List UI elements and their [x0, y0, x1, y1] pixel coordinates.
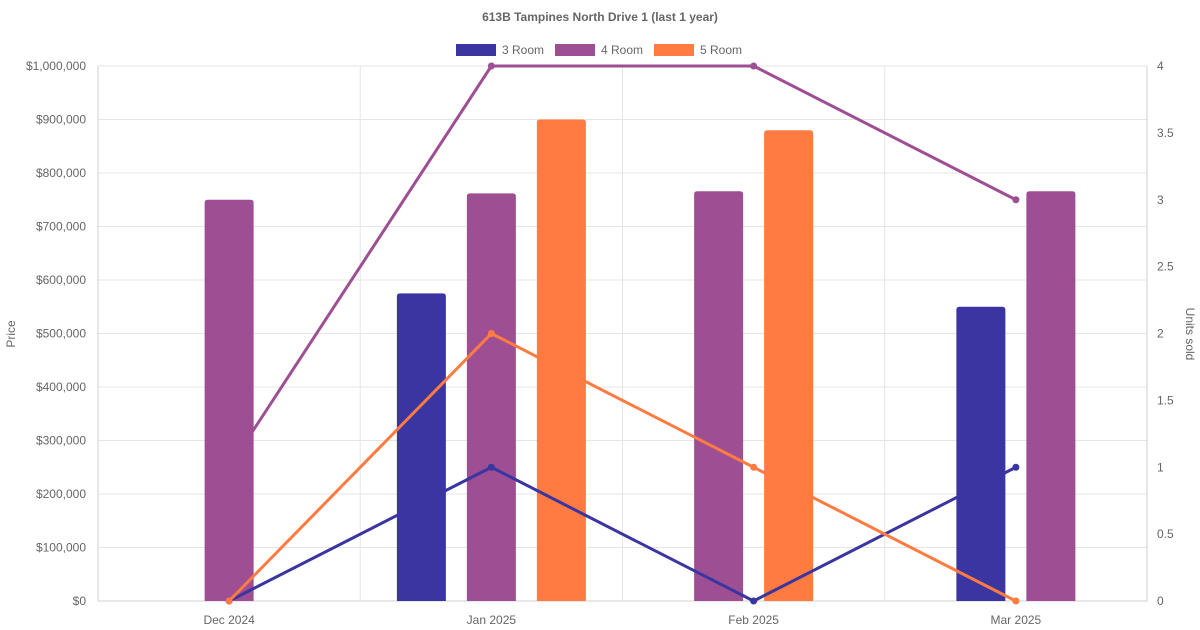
point-3-room-jan-2025[interactable] — [487, 463, 495, 471]
y-left-tick-label: $100,000 — [36, 541, 86, 555]
y-left-tick-label: $800,000 — [36, 166, 86, 180]
y-right-tick-label: 3.5 — [1157, 126, 1174, 140]
y-left-tick-label: $200,000 — [36, 487, 86, 501]
x-tick-label: Mar 2025 — [991, 613, 1042, 627]
bar-3-room-mar-2025[interactable] — [956, 306, 1006, 601]
y-right-tick-label: 1.5 — [1157, 393, 1174, 407]
bar-4-room-feb-2025[interactable] — [694, 191, 744, 601]
y-left-tick-label: $300,000 — [36, 434, 86, 448]
y-right-tick-label: 4 — [1157, 59, 1164, 73]
y-left-tick-label: $500,000 — [36, 327, 86, 341]
point-5-room-feb-2025[interactable] — [750, 463, 758, 471]
bar-5-room-jan-2025[interactable] — [536, 119, 586, 602]
y-right-tick-label: 2 — [1157, 327, 1164, 341]
y-right-tick-label: 0.5 — [1157, 527, 1174, 541]
legend-label-4-room: 4 Room — [601, 43, 643, 57]
bar-5-room-feb-2025[interactable] — [764, 130, 814, 601]
y-left-tick-label: $600,000 — [36, 273, 86, 287]
y-left-tick-label: $0 — [73, 594, 87, 608]
grid-layer — [97, 65, 1148, 602]
legend-label-3-room: 3 Room — [502, 43, 544, 57]
x-tick-label: Feb 2025 — [728, 613, 779, 627]
y-axis-right-title: Units sold — [1183, 308, 1197, 361]
legend-item-4-room[interactable]: 4 Room — [555, 43, 643, 57]
point-4-room-jan-2025[interactable] — [487, 62, 495, 70]
point-3-room-feb-2025[interactable] — [750, 597, 758, 605]
point-5-room-mar-2025[interactable] — [1012, 597, 1020, 605]
x-tick-label: Jan 2025 — [467, 613, 517, 627]
legend-swatch-5-room — [654, 44, 694, 56]
point-5-room-jan-2025[interactable] — [487, 330, 495, 337]
lines-layer — [225, 62, 1020, 605]
y-left-tick-label: $700,000 — [36, 220, 86, 234]
y-right-tick-label: 1 — [1157, 460, 1164, 474]
y-left-tick-label: $400,000 — [36, 380, 86, 394]
y-right-tick-label: 3 — [1157, 193, 1164, 207]
y-right-tick-label: 2.5 — [1157, 260, 1174, 274]
ticks-layer: $0 $100,000 $200,000 $300,000 $400,000 $500,0… — [26, 59, 1174, 627]
bars-layer — [204, 119, 1076, 602]
legend: 3 Room 4 Room 5 Room — [456, 43, 742, 57]
point-3-room-mar-2025[interactable] — [1012, 463, 1020, 471]
bar-4-room-jan-2025[interactable] — [466, 193, 516, 601]
legend-swatch-3-room — [456, 44, 496, 56]
point-5-room-dec-2024[interactable] — [225, 597, 233, 605]
line-5-room — [228, 332, 1017, 603]
y-left-tick-label: $1,000,000 — [26, 59, 86, 73]
line-4-room — [227, 64, 1017, 469]
legend-item-5-room[interactable]: 5 Room — [654, 43, 742, 57]
legend-swatch-4-room — [555, 44, 595, 56]
bar-4-room-dec-2024[interactable] — [204, 199, 254, 601]
bar-4-room-mar-2025[interactable] — [1026, 191, 1076, 601]
y-right-tick-label: 0 — [1157, 594, 1164, 608]
bar-3-room-jan-2025[interactable] — [396, 293, 446, 601]
point-4-room-mar-2025[interactable] — [1012, 196, 1020, 204]
x-tick-label: Dec 2024 — [203, 613, 255, 627]
y-left-tick-label: $900,000 — [36, 113, 86, 127]
point-4-room-dec-2024[interactable] — [225, 463, 233, 471]
legend-label-5-room: 5 Room — [700, 43, 742, 57]
point-4-room-feb-2025[interactable] — [750, 62, 758, 70]
legend-item-3-room[interactable]: 3 Room — [456, 43, 544, 57]
chart-title: 613B Tampines North Drive 1 (last 1 year… — [482, 10, 718, 24]
y-axis-left-title: Price — [4, 320, 18, 348]
